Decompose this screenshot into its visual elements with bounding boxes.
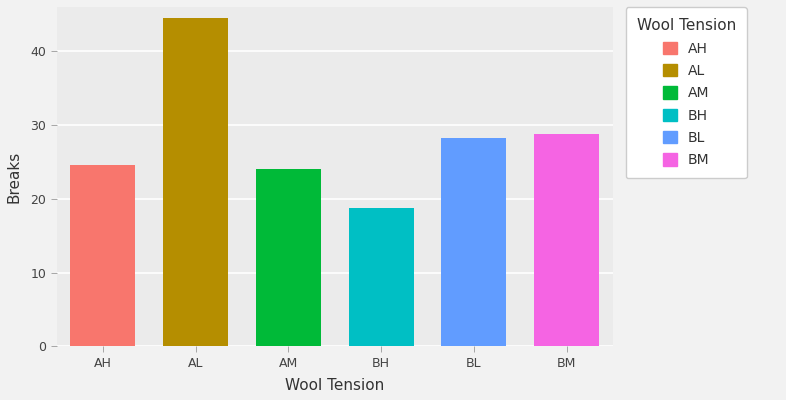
Bar: [71, 165, 135, 346]
Bar: [163, 18, 228, 346]
Legend: AH, AL, AM, BH, BL, BM: AH, AL, AM, BH, BL, BM: [626, 7, 747, 178]
Bar: [442, 138, 506, 346]
Bar: [256, 169, 321, 346]
Bar: [349, 208, 413, 346]
Y-axis label: Breaks: Breaks: [7, 150, 22, 203]
X-axis label: Wool Tension: Wool Tension: [285, 378, 384, 393]
Bar: [534, 134, 599, 346]
